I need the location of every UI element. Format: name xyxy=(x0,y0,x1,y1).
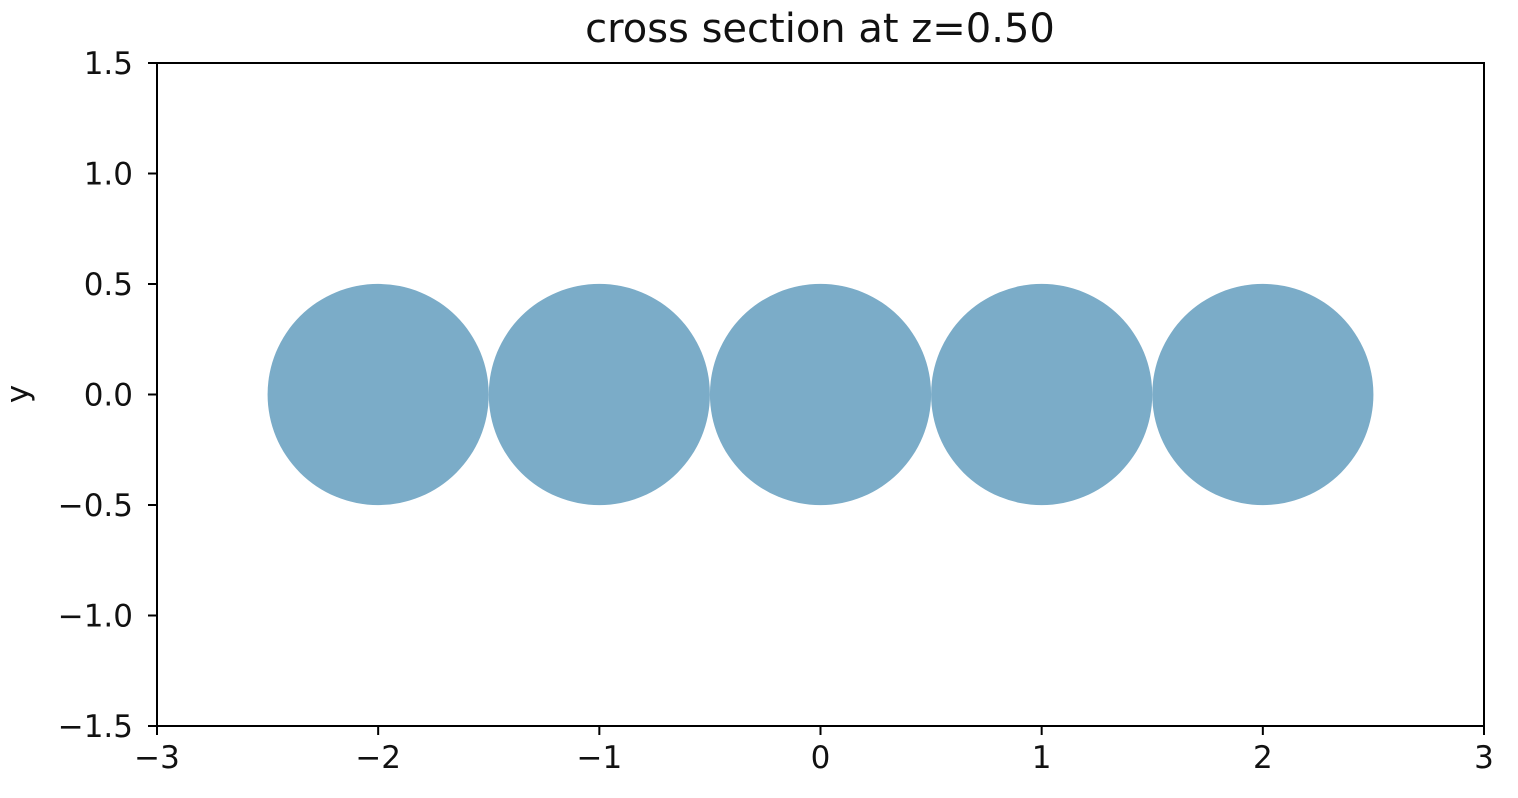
x-tick-label: −2 xyxy=(355,740,401,776)
y-tick-label: −1.5 xyxy=(58,709,133,745)
x-tick-label: −1 xyxy=(576,740,622,776)
y-tick-label: 1.5 xyxy=(84,46,133,82)
cross-section-circle xyxy=(931,283,1153,506)
y-tick-label: −0.5 xyxy=(58,488,133,524)
chart-title: cross section at z=0.50 xyxy=(585,6,1055,52)
cross-section-circle xyxy=(709,283,932,506)
y-tick-label: 1.0 xyxy=(84,157,133,193)
circles-layer xyxy=(267,283,1374,506)
x-tick-label: 2 xyxy=(1253,740,1273,776)
y-tick-label: 0.0 xyxy=(84,378,133,414)
y-tick-label: −1.0 xyxy=(58,599,133,635)
x-tick-label: 3 xyxy=(1474,740,1494,776)
x-tick-label: −3 xyxy=(134,740,180,776)
x-axis: −3 −2 −1 0 1 2 3 xyxy=(134,726,1494,776)
y-tick-label: 0.5 xyxy=(84,267,133,303)
y-axis: −1.5 −1.0 −0.5 0.0 0.5 1.0 1.5 xyxy=(58,46,157,745)
cross-section-circle xyxy=(1152,283,1374,506)
y-axis-label: y xyxy=(0,385,36,403)
cross-section-circle xyxy=(267,283,489,506)
x-tick-label: 0 xyxy=(811,740,831,776)
cross-section-circle xyxy=(488,283,710,506)
x-tick-label: 1 xyxy=(1032,740,1052,776)
